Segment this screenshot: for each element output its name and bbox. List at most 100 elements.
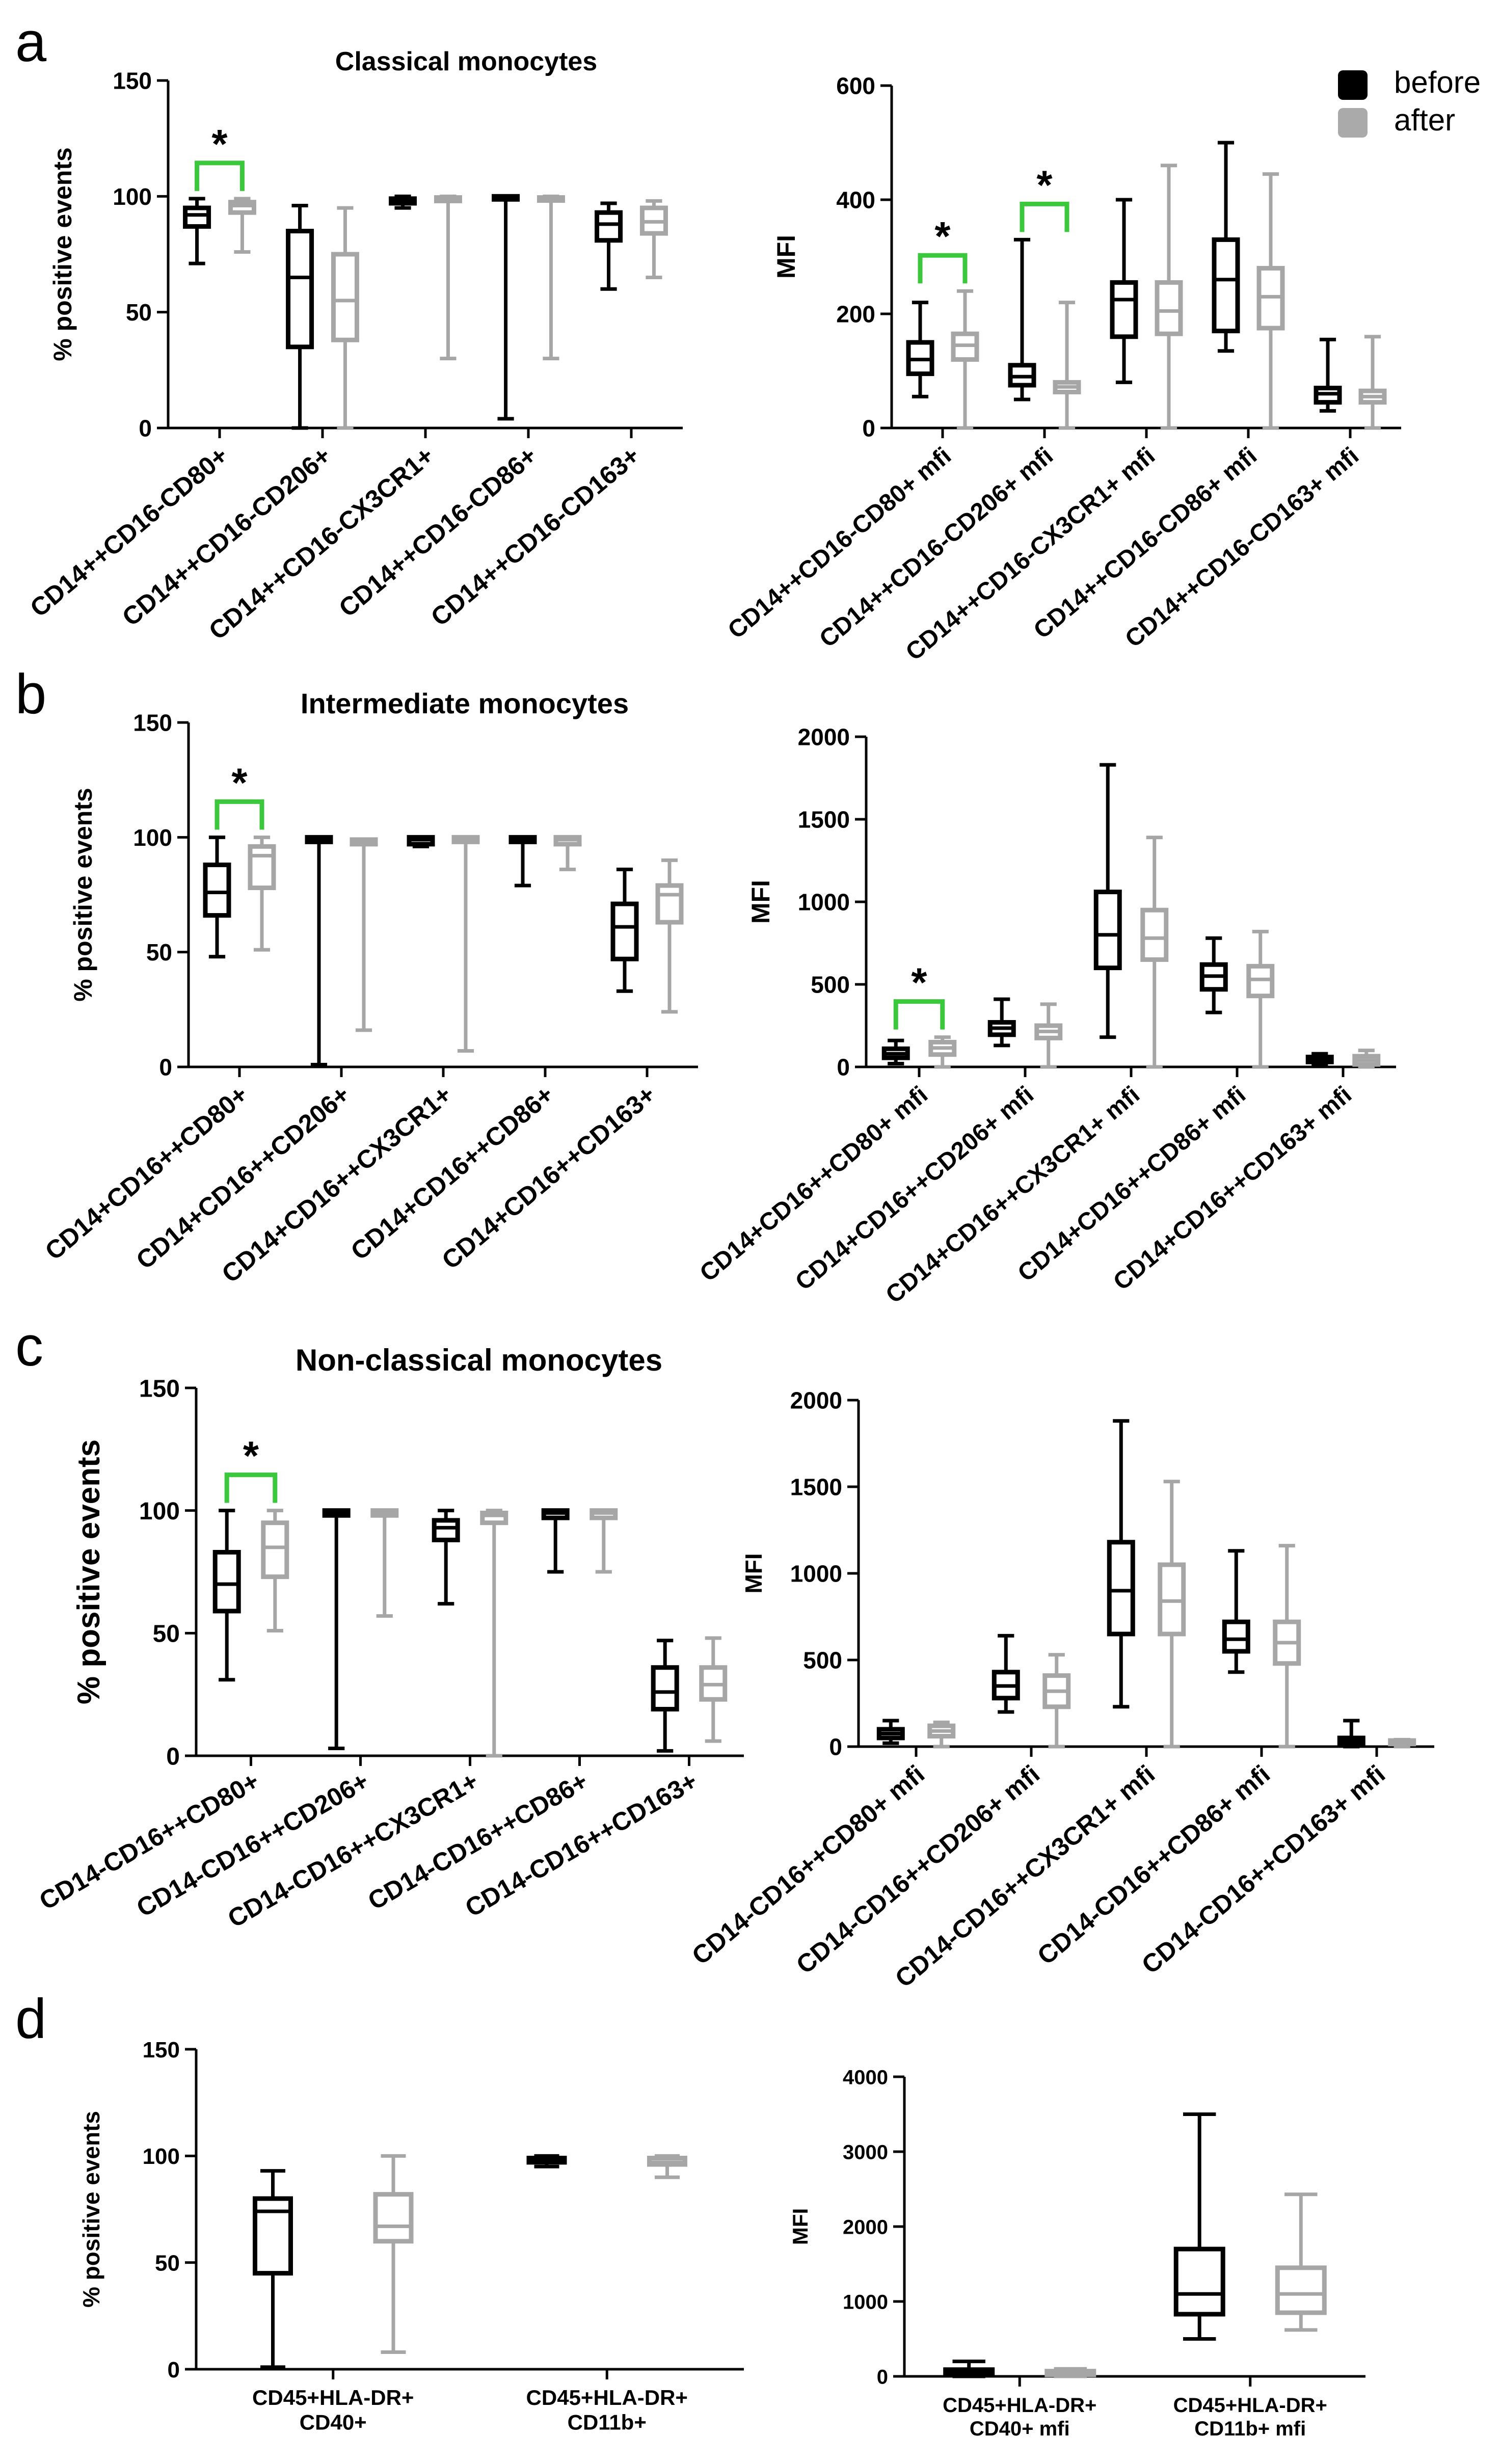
y-tick-label: 0 [837,1054,850,1081]
chart-title: Classical monocytes [335,47,597,76]
box-before [610,867,639,993]
y-tick-label: 100 [143,2144,180,2169]
box-before [508,835,537,888]
box-before [1305,1052,1334,1066]
y-tick-label: 150 [133,710,172,736]
box-before [1337,1719,1365,1749]
chart-title: Non-classical monocytes [296,1343,662,1377]
box-before [876,1719,905,1745]
y-tick-label: 1500 [790,1474,842,1501]
box-iqr [286,229,314,350]
x-tick-label: CD14-CD16++CD80+ mfi [686,1760,930,1971]
y-axis-label: MFI [746,880,775,924]
x-tick-label: CD14++CD16-CD86+ [333,441,542,623]
box-after [1044,2367,1096,2378]
box-iqr [248,844,276,890]
box-before [183,197,211,265]
y-tick-label: 150 [139,1375,180,1402]
box-after [248,835,276,952]
x-tick-label: CD45+HLA-DR+ CD11b+ mfi [1173,2394,1327,2440]
x-tick-label: CD14++CD16-CD206+ [117,441,336,632]
x-tick-label: CD45+HLA-DR+ CD40+ mfi [943,2394,1096,2440]
x-tick-label: CD14++CD16-CD163+ [425,441,645,632]
box-before [203,835,231,959]
y-tick-label: 1000 [843,2291,888,2313]
y-tick-label: 0 [877,2366,888,2388]
box-before [1212,141,1240,353]
significance-star: * [911,960,927,1005]
y-tick-label: 100 [133,824,172,851]
box-iqr [1155,280,1183,336]
box-iqr [1140,907,1169,962]
panel-letter: a [15,11,47,73]
box-after [951,289,979,430]
box-before [305,835,333,1066]
box-after [1246,929,1275,1069]
significance-bracket [195,160,245,191]
y-tick-label: 0 [139,415,152,442]
box-iqr [1093,890,1122,971]
box-after [1275,2192,1327,2332]
box-before [651,1639,679,1753]
box-after [261,1509,289,1633]
box-after [1352,1049,1381,1069]
box-after [1042,1653,1071,1749]
y-tick-label: 200 [836,301,875,328]
box-iqr [1173,2246,1225,2317]
y-tick-label: 0 [166,1743,180,1770]
box-before [1314,337,1342,413]
x-tick-label: CD45+HLA-DR+ CD11b+ [526,2386,688,2434]
significance-star: * [934,213,951,259]
legend-label-after: after [1394,103,1455,137]
box-iqr [1110,280,1138,339]
box-after [1158,1480,1186,1749]
y-tick-label: 500 [811,972,850,998]
box-after [553,835,582,871]
chart-d-left: d % positive events 0 50 100 150 CD45+HLA-DR+ C… [15,1988,744,2434]
y-tick-label: 150 [143,2038,180,2063]
x-tick-label: CD45+HLA-DR+ CD40+ [252,2386,414,2434]
box-after [1358,335,1387,430]
box-after [655,858,684,1014]
box-after [1034,1002,1063,1069]
significance-bracket [918,253,968,284]
y-axis-label: MFI [772,235,800,279]
x-tick-label: CD14++CD16-CD80+ [24,441,233,623]
box-before [253,2169,293,2369]
box-after [350,837,378,1032]
box-iqr [261,1520,289,1579]
y-tick-label: 0 [829,1734,842,1760]
box-before [407,835,435,848]
y-tick-label: 4000 [843,2066,888,2088]
box-after [1256,172,1285,430]
y-tick-label: 400 [836,187,875,213]
box-before [212,1509,241,1682]
box-after [639,199,668,279]
y-tick-label: 0 [862,415,875,442]
box-after [590,1508,618,1574]
box-iqr [432,1518,460,1542]
box-before [492,194,520,421]
x-tick-label: CD14+CD16++CD80+ [40,1080,253,1266]
box-after [928,1035,957,1069]
y-tick-label: 1000 [790,1561,842,1587]
significance-star: * [211,121,228,167]
significance-bracket [215,799,264,830]
box-after [699,1636,728,1743]
x-tick-label: CD14-CD16++CD86+ mfi [1032,1760,1275,1971]
x-tick-label: CD14+CD16++CD86+ [345,1080,559,1266]
chart-b-left: b Intermediate monocytes % positive events… [15,663,698,1289]
panels: a Classical monocytes % positive events 0 50… [15,11,1434,2440]
chart-d-right: MFI 0 1000 2000 3000 4000 CD45+HLA-DR+ CD40+ mf… [788,2066,1365,2440]
y-tick-label: 0 [159,1054,172,1081]
box-before [1199,936,1228,1014]
panel-letter: c [15,1315,43,1378]
y-tick-label: 50 [155,2251,180,2276]
y-tick-label: 50 [153,1621,180,1648]
box-before [1173,2112,1225,2341]
y-axis-label: MFI [788,2208,812,2245]
y-axis-label: % positive events [69,788,97,1002]
